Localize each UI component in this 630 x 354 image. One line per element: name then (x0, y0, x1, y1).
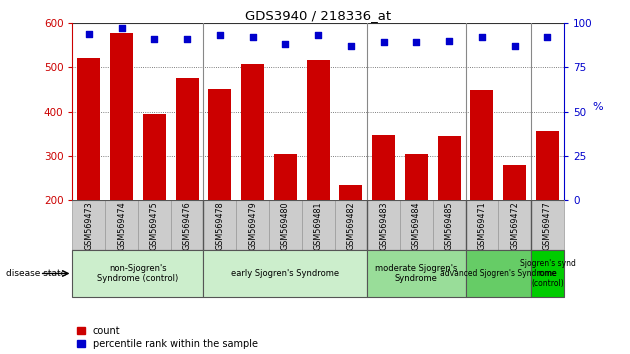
Text: GSM569478: GSM569478 (215, 201, 224, 250)
Text: early Sjogren's Syndrome: early Sjogren's Syndrome (231, 269, 340, 278)
Bar (176, 78, 198, 200)
Bar (72, 200, 105, 250)
Text: GSM569480: GSM569480 (281, 201, 290, 250)
Text: GSM569485: GSM569485 (445, 201, 454, 250)
Bar (536, 131, 559, 200)
Bar (209, 89, 231, 200)
Bar (307, 60, 329, 200)
Point (346, 43, 356, 49)
Bar (531, 250, 564, 297)
Bar (405, 154, 428, 200)
Y-axis label: %: % (593, 102, 604, 112)
Text: GSM569473: GSM569473 (84, 201, 93, 250)
Bar (466, 200, 498, 250)
Bar (302, 200, 335, 250)
Text: GSM569471: GSM569471 (478, 201, 486, 250)
Point (444, 38, 454, 44)
Text: GSM569476: GSM569476 (183, 201, 192, 250)
Bar (72, 250, 203, 297)
Bar (400, 200, 433, 250)
Text: GSM569474: GSM569474 (117, 201, 126, 250)
Bar (340, 184, 362, 200)
Bar (269, 200, 302, 250)
Point (84, 31, 94, 36)
Point (313, 33, 323, 38)
Bar (236, 200, 269, 250)
Bar (433, 200, 466, 250)
Text: GSM569483: GSM569483 (379, 201, 388, 250)
Text: moderate Sjogren's
Syndrome: moderate Sjogren's Syndrome (375, 264, 457, 283)
Bar (203, 250, 367, 297)
Bar (77, 58, 100, 200)
Point (411, 40, 421, 45)
Bar (171, 200, 203, 250)
Bar (110, 33, 133, 200)
Bar (471, 90, 493, 200)
Point (280, 41, 290, 47)
Point (117, 25, 127, 31)
Bar (503, 166, 526, 200)
Bar (138, 200, 171, 250)
Text: GSM569482: GSM569482 (346, 201, 355, 250)
Bar (335, 200, 367, 250)
Text: non-Sjogren's
Syndrome (control): non-Sjogren's Syndrome (control) (98, 264, 178, 283)
Text: GSM569472: GSM569472 (510, 201, 519, 250)
Point (379, 40, 389, 45)
Bar (367, 250, 466, 297)
Point (510, 43, 520, 49)
Bar (531, 200, 564, 250)
Title: GDS3940 / 218336_at: GDS3940 / 218336_at (245, 9, 391, 22)
Text: GSM569484: GSM569484 (412, 201, 421, 250)
Point (248, 34, 258, 40)
Point (149, 36, 159, 42)
Bar (372, 135, 395, 200)
Text: GSM569477: GSM569477 (543, 201, 552, 250)
Legend: count, percentile rank within the sample: count, percentile rank within the sample (77, 326, 258, 349)
Bar (143, 114, 166, 200)
Bar (105, 200, 138, 250)
Point (477, 34, 487, 40)
Text: GSM569475: GSM569475 (150, 201, 159, 250)
Bar (466, 250, 531, 297)
Point (542, 34, 553, 40)
Text: advanced Sjogren's Syndrome: advanced Sjogren's Syndrome (440, 269, 556, 278)
Text: disease state: disease state (6, 269, 67, 278)
Point (182, 36, 192, 42)
Bar (367, 200, 400, 250)
Text: GSM569481: GSM569481 (314, 201, 323, 250)
Bar (241, 64, 264, 200)
Point (215, 33, 225, 38)
Text: GSM569479: GSM569479 (248, 201, 257, 250)
Bar (498, 200, 531, 250)
Text: Sjogren's synd
rome
(control): Sjogren's synd rome (control) (520, 258, 575, 289)
Bar (203, 200, 236, 250)
Bar (438, 136, 461, 200)
Bar (274, 154, 297, 200)
